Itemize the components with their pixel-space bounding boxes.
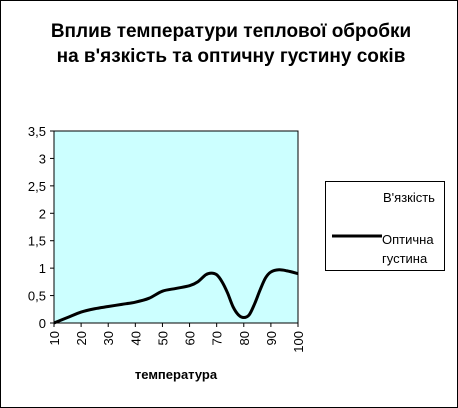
legend-swatch-optical-density [332,234,382,238]
axes: 0 0,5 1 1,5 2 2,5 3 3,5 10 20 30 40 50 60 70 80 90 100 [28,124,306,353]
y-tick-label: 2 [39,206,46,221]
x-tick-label: 10 [47,331,62,345]
y-tick-label: 2,5 [28,179,46,194]
x-tick-label: 60 [183,331,198,345]
x-tick-label: 30 [101,331,116,345]
plot-area [53,130,299,324]
y-tick-label: 1,5 [28,234,46,249]
legend: В'язкість Оптична густина [325,181,445,271]
x-tick-label: 100 [291,331,306,353]
legend-label-optical-density: Оптична густина [382,232,434,266]
x-tick-label: 80 [237,331,252,345]
y-tick-label: 1 [39,261,46,276]
series-line-1 [53,268,299,325]
x-tick-label: 40 [128,331,143,345]
y-tick-label: 0 [39,316,46,331]
y-tick-label: 3,5 [28,124,46,139]
x-tick-label: 20 [74,331,89,345]
legend-label-viscosity: В'язкість [383,190,435,205]
x-tick-label: 70 [210,331,225,345]
chart-title: Вплив температури теплової обробки на в'… [50,21,412,67]
x-tick-label: 90 [264,331,279,345]
x-tick-label: 50 [155,331,170,345]
y-tick-label: 0,5 [28,289,46,304]
y-tick-label: 3 [39,151,46,166]
series-lines [53,268,299,325]
x-axis-label: температура [134,367,218,382]
